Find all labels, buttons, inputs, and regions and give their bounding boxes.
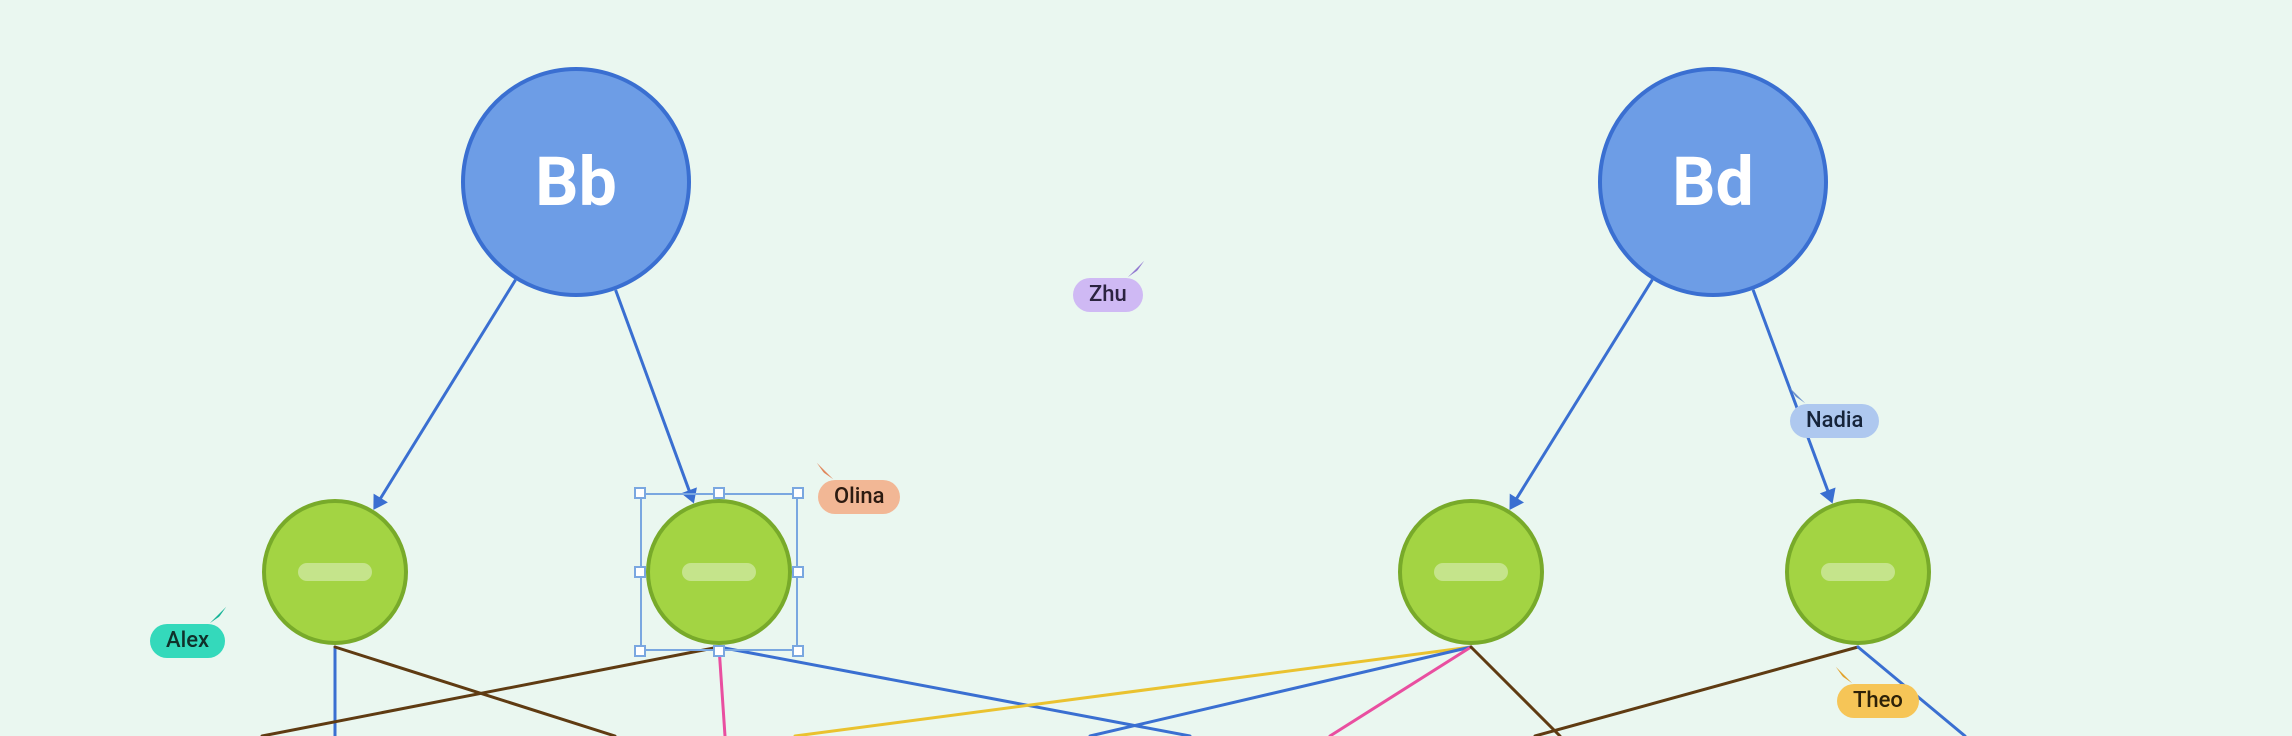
selection-handle-sw[interactable] <box>634 645 646 657</box>
tree-node-n3[interactable] <box>1398 499 1544 645</box>
tree-node-n1[interactable] <box>262 499 408 645</box>
connector-line <box>335 647 615 736</box>
minus-icon <box>298 563 372 581</box>
tree-edge <box>377 280 516 505</box>
tree-node-bb[interactable]: Bb <box>461 67 691 297</box>
tree-edge <box>1513 280 1653 505</box>
tree-edge <box>616 290 692 498</box>
connector-line <box>1090 647 1471 736</box>
selection-handle-nw[interactable] <box>634 487 646 499</box>
connector-line <box>795 647 1471 736</box>
selection-handle-s[interactable] <box>713 645 725 657</box>
connector-line <box>262 647 719 736</box>
tree-node-label: Bb <box>535 142 617 222</box>
connector-line <box>719 647 1190 736</box>
connector-line <box>719 647 725 736</box>
connector-line <box>1535 647 1858 736</box>
tree-node-label: Bd <box>1672 142 1754 222</box>
tree-edge <box>1753 290 1830 498</box>
tree-node-n4[interactable] <box>1785 499 1931 645</box>
minus-icon <box>1821 563 1895 581</box>
connector-line <box>1471 647 1560 736</box>
connector-line <box>1330 647 1471 736</box>
selection-handle-se[interactable] <box>792 645 804 657</box>
connector-line <box>1858 647 1965 736</box>
selection-handle-n[interactable] <box>713 487 725 499</box>
minus-icon <box>1434 563 1508 581</box>
tree-node-bd[interactable]: Bd <box>1598 67 1828 297</box>
selection-box[interactable] <box>640 493 798 651</box>
selection-handle-e[interactable] <box>792 566 804 578</box>
selection-handle-ne[interactable] <box>792 487 804 499</box>
diagram-stage[interactable]: BbBdAlexOlinaZhuNadiaTheo <box>0 0 2292 736</box>
selection-handle-w[interactable] <box>634 566 646 578</box>
